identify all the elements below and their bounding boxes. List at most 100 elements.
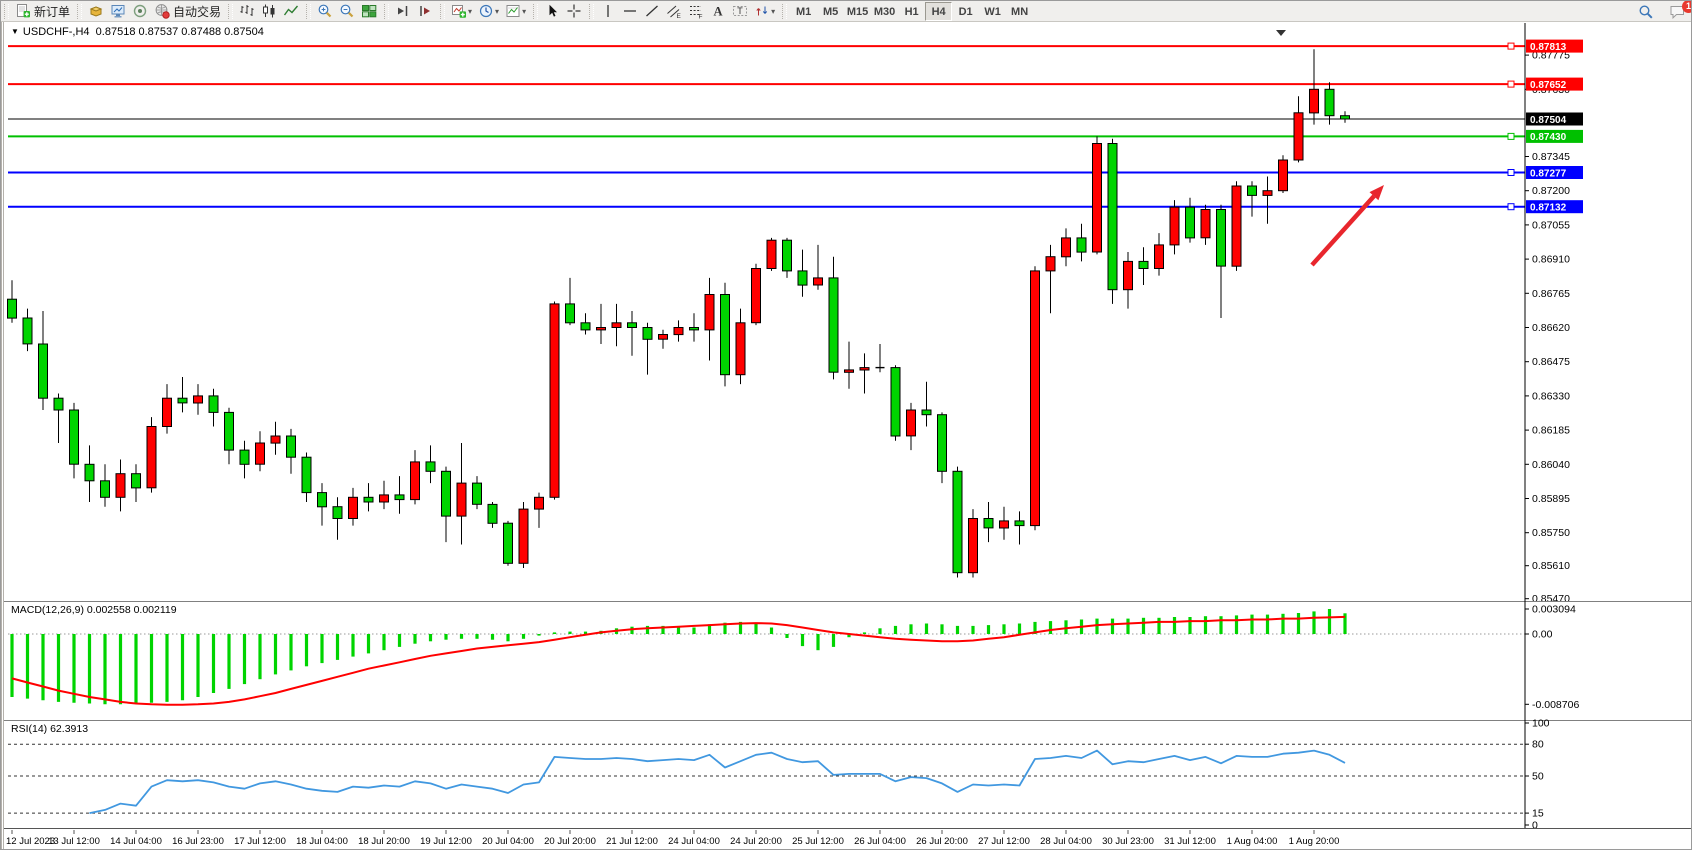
arrows-icon [756, 6, 768, 16]
macd-axis-tick: 0.00 [1532, 629, 1553, 641]
time-axis-label: 21 Jul 12:00 [606, 836, 658, 847]
indicators-button[interactable]: ▾ [448, 2, 475, 21]
timeframe-W1-button[interactable]: W1 [984, 5, 1001, 18]
chart-ohlc-values: 0.87518 0.87537 0.87488 0.87504 [95, 26, 264, 38]
time-axis-label: 20 Jul 20:00 [544, 836, 596, 847]
timeframe-D1-button[interactable]: D1 [958, 5, 973, 18]
crosshair-button[interactable] [563, 2, 585, 21]
templates-button[interactable]: ▾ [502, 2, 529, 21]
signals-button[interactable] [129, 2, 151, 21]
svg-text:A: A [714, 5, 723, 19]
main-price-chart[interactable]: 0.877750.876300.873450.872000.870550.869… [4, 23, 1692, 605]
text-button[interactable]: A [707, 2, 729, 21]
svg-text:E: E [677, 13, 682, 20]
price-badge: 0.87652 [1526, 77, 1583, 91]
timeframe-M5-button[interactable]: M5 [822, 5, 839, 18]
candle-chart-button[interactable] [258, 2, 280, 21]
hline-handle[interactable] [1507, 42, 1515, 50]
signals-icon [133, 4, 147, 18]
tile-windows-button[interactable] [358, 2, 380, 21]
chart-shift-marker-icon[interactable] [1276, 30, 1286, 36]
chart-shift-button[interactable] [414, 2, 436, 21]
time-axis-label: 12 Jul 2023 [6, 836, 55, 847]
macd-histogram [10, 609, 1347, 705]
timeframe-MN-button[interactable]: MN [1011, 5, 1029, 18]
chart-title-caret-icon[interactable]: ▼ [11, 27, 19, 36]
timeframe-M1-button[interactable]: M1 [795, 5, 812, 18]
time-axis-label: 28 Jul 04:00 [1040, 836, 1092, 847]
price-axis-tick: 0.87345 [1532, 151, 1570, 163]
templates-icon [506, 5, 520, 17]
autotrading-label: 自动交易 [173, 4, 222, 19]
text-label-button[interactable]: T [729, 2, 751, 21]
auto-scroll-button[interactable] [392, 2, 414, 21]
auto-scroll-icon [398, 6, 408, 16]
time-axis-label: 1 Aug 04:00 [1227, 836, 1278, 847]
hline-handle[interactable] [1507, 203, 1515, 211]
timeframe-H1-button[interactable]: H1 [904, 5, 919, 18]
time-axis-label: 25 Jul 12:00 [792, 836, 844, 847]
search-icon [1639, 4, 1653, 19]
equidistant-channel-button[interactable]: E [663, 2, 685, 21]
timeframe-M30-button[interactable]: M30 [873, 5, 896, 18]
cursor-button[interactable] [541, 2, 563, 21]
indicators-icon [452, 5, 467, 18]
new-order-button[interactable]: 新订单 [12, 2, 73, 21]
fibonacci-button[interactable]: F [685, 2, 707, 21]
zoom-in-button[interactable] [314, 2, 336, 21]
horizontal-line-button[interactable] [619, 2, 641, 21]
hline-handle[interactable] [1507, 132, 1515, 140]
time-axis-label: 31 Jul 12:00 [1164, 836, 1216, 847]
hline-handle[interactable] [1507, 80, 1515, 88]
candle-chart-icon [263, 4, 275, 18]
chart-title: ▼ USDCHF-,H4 0.87518 0.87537 0.87488 0.87… [11, 26, 264, 38]
arrow-annotation[interactable] [1310, 185, 1384, 267]
macd-panel[interactable]: 0.003094 0.00 -0.008706 [4, 601, 1692, 720]
cursor-icon [549, 4, 558, 17]
vertical-line-button[interactable] [597, 2, 619, 21]
periods-icon [479, 4, 493, 18]
rsi-panel[interactable]: 100 80 50 150 [4, 718, 1692, 832]
periods-button[interactable]: ▾ [475, 2, 502, 21]
price-axis-tick: 0.87200 [1532, 185, 1570, 197]
new-order-icon [17, 4, 30, 18]
time-axis-label: 17 Jul 12:00 [234, 836, 286, 847]
trendline-button[interactable] [641, 2, 663, 21]
line-chart-button[interactable] [280, 2, 302, 21]
data-window-icon [111, 5, 125, 18]
market-watch-button[interactable] [85, 2, 107, 21]
time-axis-label: 26 Jul 20:00 [916, 836, 968, 847]
horizontal-line-icon [624, 10, 637, 12]
time-axis-label: 14 Jul 04:00 [110, 836, 162, 847]
crosshair-icon [567, 4, 581, 18]
data-window-button[interactable] [107, 2, 129, 21]
fibonacci-icon: F [690, 6, 703, 21]
svg-text:0.87132: 0.87132 [1530, 203, 1567, 214]
autotrading-button[interactable]: 自动交易 [151, 2, 224, 21]
chat-button[interactable]: 1 [1665, 1, 1691, 21]
timeframe-H4-button[interactable]: H4 [925, 1, 953, 21]
arrows-button[interactable]: ▾ [751, 2, 778, 21]
time-axis-label: 18 Jul 04:00 [296, 836, 348, 847]
timeframe-M15-button[interactable]: M15 [846, 5, 869, 18]
svg-text:0.87813: 0.87813 [1530, 42, 1567, 53]
price-axis-tick: 0.85750 [1532, 527, 1570, 539]
search-button[interactable] [1635, 2, 1657, 21]
rsi-axis-tick: 0 [1532, 820, 1538, 832]
chart-symbol-period: USDCHF-,H4 [22, 26, 90, 38]
hline-handle[interactable] [1507, 169, 1515, 176]
text-icon: A [714, 5, 723, 19]
chart-shift-icon [420, 6, 431, 16]
tile-windows-icon [362, 5, 377, 18]
price-axis-tick: 0.86910 [1532, 254, 1570, 266]
rsi-indicator-label: RSI(14) 62.3913 [11, 723, 89, 735]
time-axis-label: 1 Aug 20:00 [1289, 836, 1340, 847]
zoom-out-button[interactable] [336, 2, 358, 21]
rsi-axis-tick: 15 [1532, 808, 1544, 820]
bar-chart-button[interactable] [236, 2, 258, 21]
candles [7, 49, 1350, 578]
price-axis-tick: 0.86330 [1532, 390, 1570, 402]
price-badge: 0.87132 [1526, 200, 1583, 214]
svg-text:0.87504: 0.87504 [1530, 115, 1567, 126]
